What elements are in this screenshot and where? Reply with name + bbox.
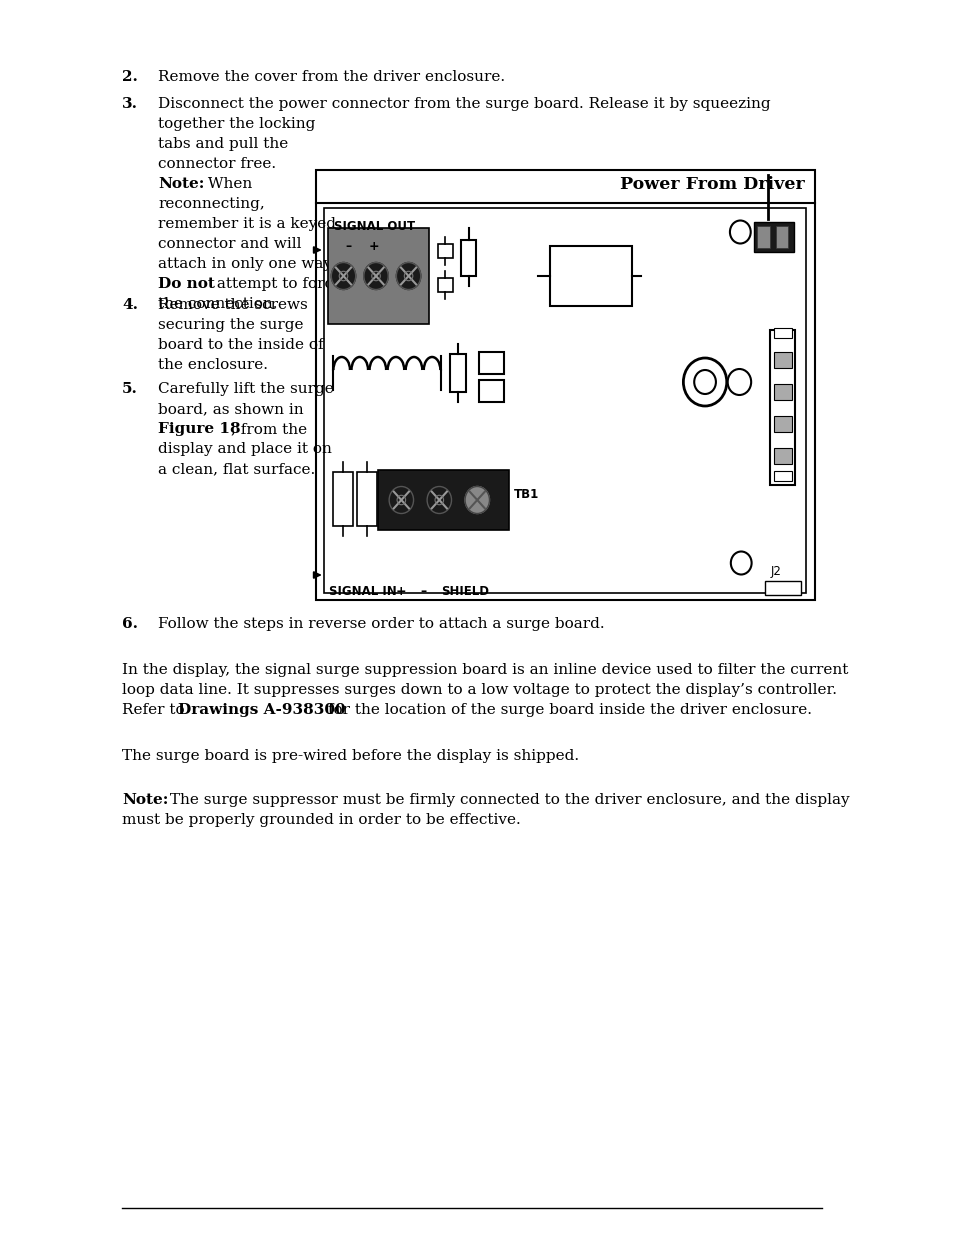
Text: 6.: 6. <box>122 618 138 631</box>
Text: , from the: , from the <box>231 422 306 436</box>
Text: 5.: 5. <box>122 382 138 396</box>
Bar <box>773 384 791 400</box>
Text: 3.: 3. <box>122 98 138 111</box>
Text: connector free.: connector free. <box>158 157 276 170</box>
Bar <box>773 352 791 368</box>
Text: Figure 18: Figure 18 <box>158 422 240 436</box>
Bar <box>323 207 805 593</box>
Bar <box>328 228 429 324</box>
Circle shape <box>389 487 413 514</box>
Text: –: – <box>346 240 352 253</box>
Bar <box>437 245 453 258</box>
Bar <box>333 472 353 526</box>
Circle shape <box>395 263 420 289</box>
Text: –: – <box>420 585 426 598</box>
Text: must be properly grounded in order to be effective.: must be properly grounded in order to be… <box>122 813 520 827</box>
Text: SHIELD: SHIELD <box>440 585 489 598</box>
Text: display and place it on: display and place it on <box>158 442 332 456</box>
Bar <box>377 471 508 530</box>
Text: a clean, flat surface.: a clean, flat surface. <box>158 462 315 475</box>
Text: Disconnect the power connector from the surge board. Release it by squeezing: Disconnect the power connector from the … <box>158 98 770 111</box>
Text: When: When <box>203 177 253 191</box>
Bar <box>769 330 795 485</box>
Text: for the location of the surge board inside the driver enclosure.: for the location of the surge board insi… <box>322 703 811 718</box>
Text: Follow the steps in reverse order to attach a surge board.: Follow the steps in reverse order to att… <box>158 618 604 631</box>
Text: The surge board is pre-wired before the display is shipped.: The surge board is pre-wired before the … <box>122 748 578 763</box>
Text: Power From Driver: Power From Driver <box>619 177 803 194</box>
Text: board, as shown in: board, as shown in <box>158 403 303 416</box>
Text: Drawings A-938300: Drawings A-938300 <box>178 703 345 718</box>
Text: tabs and pull the: tabs and pull the <box>158 137 288 151</box>
Text: Do not: Do not <box>158 277 214 291</box>
Text: +: + <box>395 585 406 598</box>
Text: TB1: TB1 <box>513 489 538 501</box>
Text: attempt to force: attempt to force <box>213 277 342 291</box>
Text: In the display, the signal surge suppression board is an inline device used to f: In the display, the signal surge suppres… <box>122 663 847 677</box>
Bar <box>753 222 793 252</box>
Circle shape <box>464 487 489 514</box>
Text: Refer to: Refer to <box>122 703 190 718</box>
Text: J1: J1 <box>762 221 773 233</box>
Bar <box>773 329 791 338</box>
Text: Remove the screws: Remove the screws <box>158 298 308 312</box>
Circle shape <box>331 263 355 289</box>
Text: connector and will: connector and will <box>158 237 301 251</box>
Circle shape <box>427 487 451 514</box>
Text: SIGNAL IN: SIGNAL IN <box>329 585 396 598</box>
Bar <box>316 170 815 600</box>
Bar <box>478 380 504 403</box>
Circle shape <box>363 263 388 289</box>
Circle shape <box>331 263 355 289</box>
Bar <box>773 471 791 480</box>
Text: Carefully lift the surge: Carefully lift the surge <box>158 382 334 396</box>
Text: the enclosure.: the enclosure. <box>158 358 268 372</box>
Text: reconnecting,: reconnecting, <box>158 198 265 211</box>
Bar <box>450 354 465 391</box>
Text: board to the inside of: board to the inside of <box>158 338 323 352</box>
Text: the connection.: the connection. <box>158 296 277 311</box>
Bar <box>773 416 791 432</box>
Text: attach in only one way.: attach in only one way. <box>158 257 335 270</box>
Text: Remove the cover from the driver enclosure.: Remove the cover from the driver enclosu… <box>158 70 505 84</box>
Text: Note:: Note: <box>122 793 169 806</box>
Text: The surge suppressor must be firmly connected to the driver enclosure, and the d: The surge suppressor must be firmly conn… <box>165 793 849 806</box>
Bar <box>356 472 376 526</box>
Bar <box>460 240 476 275</box>
Bar <box>550 246 631 306</box>
Text: 4.: 4. <box>122 298 138 312</box>
Text: together the locking: together the locking <box>158 117 315 131</box>
Text: remember it is a keyed: remember it is a keyed <box>158 217 335 231</box>
Bar <box>478 352 504 374</box>
Bar <box>757 226 769 248</box>
Text: SIGNAL OUT: SIGNAL OUT <box>335 220 416 233</box>
Text: 2.: 2. <box>122 70 138 84</box>
Bar <box>437 278 453 291</box>
Text: loop data line. It suppresses surges down to a low voltage to protect the displa: loop data line. It suppresses surges dow… <box>122 683 836 697</box>
Bar <box>775 226 787 248</box>
Text: +: + <box>369 240 379 253</box>
Text: securing the surge: securing the surge <box>158 317 303 332</box>
Bar <box>764 580 800 595</box>
Bar <box>773 448 791 464</box>
Text: J2: J2 <box>769 564 781 578</box>
Text: Note:: Note: <box>158 177 204 191</box>
